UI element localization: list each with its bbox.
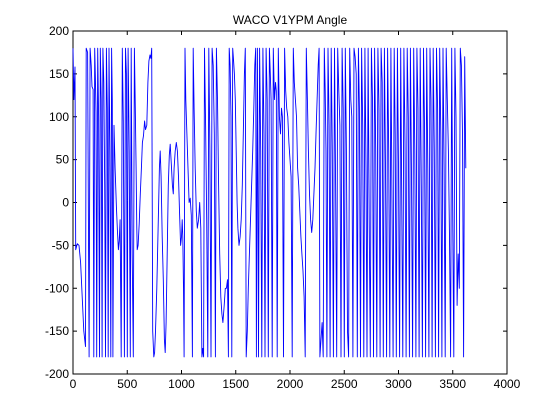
series-layer	[72, 47, 467, 358]
y-tick-label: 50	[56, 153, 70, 167]
y-tick-label: -150	[45, 324, 69, 338]
chart-title: WACO V1YPM Angle	[233, 13, 348, 27]
x-tick-label: 2000	[277, 377, 304, 391]
y-tick-label: 0	[62, 196, 69, 210]
x-tick-label: 0	[70, 377, 77, 391]
x-tick-label: 3500	[439, 377, 466, 391]
y-tick-label: 150	[49, 67, 69, 81]
y-tick-label: -200	[45, 367, 69, 381]
y-tick-label: -100	[45, 281, 69, 295]
series-line	[72, 47, 467, 358]
x-tick-label: 2500	[331, 377, 358, 391]
x-tick-label: 3000	[385, 377, 412, 391]
y-axis-ticks: -200 -150 -100 -50 0 50 100 150 200	[45, 24, 507, 381]
y-tick-label: -50	[52, 238, 70, 252]
x-tick-label: 1000	[168, 377, 195, 391]
x-tick-label: 4000	[494, 377, 521, 391]
y-tick-label: 100	[49, 110, 69, 124]
x-axis-ticks: 0 500 1000 1500 2000 2500 3000 3500 4000	[70, 31, 521, 391]
y-tick-label: 200	[49, 24, 69, 38]
x-tick-label: 1500	[222, 377, 249, 391]
x-tick-label: 500	[117, 377, 137, 391]
